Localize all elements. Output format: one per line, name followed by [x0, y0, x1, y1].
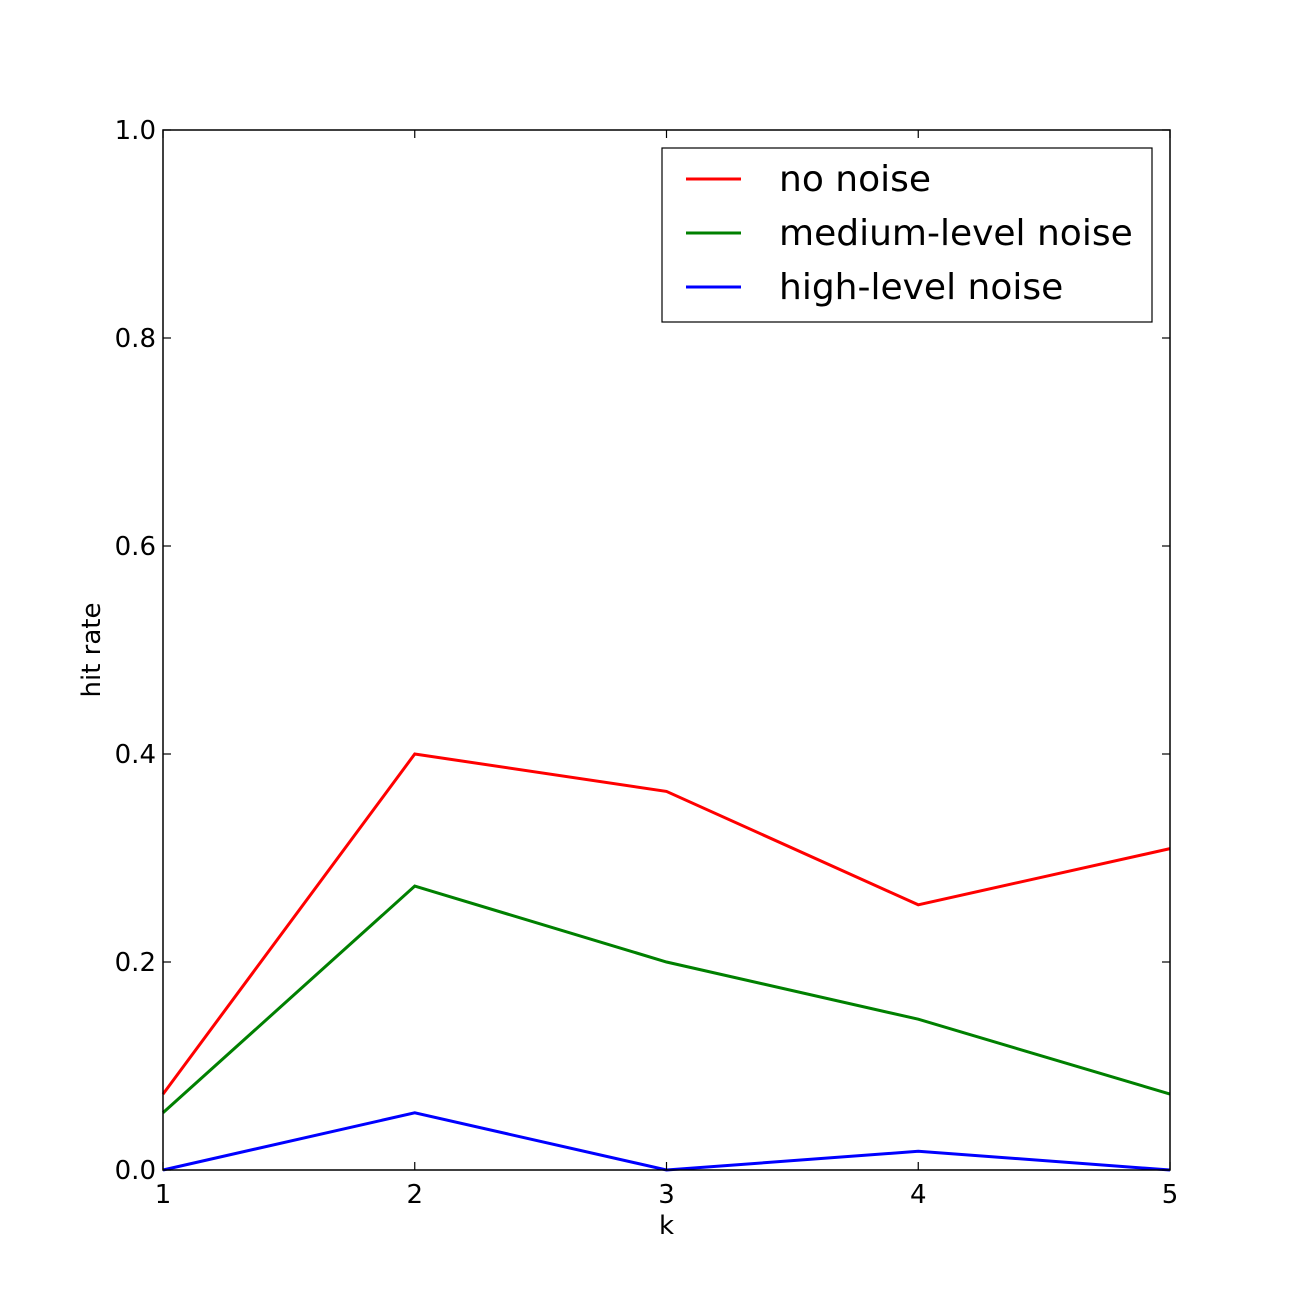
legend-label: high-level noise — [779, 267, 1063, 308]
y-tick-label: 0.8 — [115, 324, 156, 354]
y-tick-label: 0.4 — [115, 740, 156, 770]
x-tick-label: 3 — [658, 1180, 675, 1210]
series-line-2 — [161, 884, 1171, 1114]
series-layer — [161, 752, 1171, 1172]
legend-label: medium-level noise — [779, 213, 1133, 254]
tick-layer: 1 2 3 4 5 0.0 0.2 0.4 0.6 0.8 1.0 — [115, 116, 1179, 1210]
series-line-3 — [162, 1111, 1171, 1172]
x-tick-label: 4 — [910, 1180, 927, 1210]
x-tick-label: 2 — [406, 1180, 423, 1210]
series-line-1 — [161, 752, 1171, 1095]
legend-box — [661, 147, 1153, 323]
legend-label: no noise — [779, 159, 931, 200]
y-tick-label: 1.0 — [115, 116, 156, 146]
x-tick-label: 1 — [155, 1180, 172, 1210]
legend: no noise medium-level noise high-level noi… — [661, 147, 1153, 323]
y-tick-label: 0.6 — [115, 532, 156, 562]
x-tick-label: 5 — [1162, 1180, 1179, 1210]
x-axis-label: k — [659, 1211, 674, 1241]
y-axis-label: hit rate — [77, 603, 107, 698]
y-tick-label: 0.0 — [115, 1156, 156, 1186]
y-tick-label: 0.2 — [115, 948, 156, 978]
